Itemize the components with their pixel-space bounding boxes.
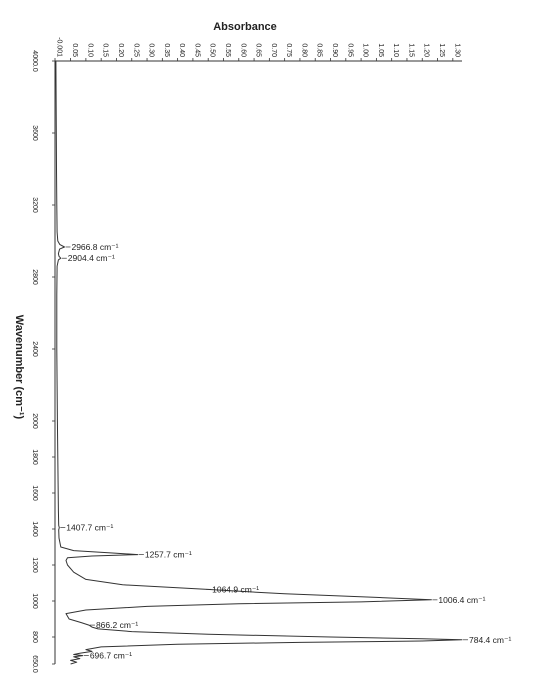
y-tick-label: 3600 [31,125,38,141]
x-tick-label: 0.95 [346,43,353,57]
x-axis-title: Absorbance [213,21,277,33]
chart-axes [54,60,462,664]
x-tick-label: 0.15 [102,43,109,57]
y-tick-label: 4000.0 [31,50,38,72]
y-tick-label: 3200 [31,197,38,213]
y-tick-label: 800 [31,631,38,643]
x-tick-label: 0.20 [117,43,124,57]
y-tick-label: 1400 [31,521,38,537]
peak-label: 1064.9 cm⁻¹ [212,584,259,594]
x-tick-label: 0.25 [132,43,139,57]
peak-label: 1257.7 cm⁻¹ [145,550,192,560]
x-tick-label: 0.35 [163,43,170,57]
y-tick-label: 1600 [31,485,38,501]
x-tick-label: 1.00 [362,43,369,57]
x-tick-label: 1.05 [377,43,384,57]
peak-label: 2904.4 cm⁻¹ [68,253,115,263]
x-tick-label: 0.60 [239,43,246,57]
x-tick-label: 0.75 [285,43,292,57]
x-tick-label: 1.30 [453,43,460,57]
peak-label: 1006.4 cm⁻¹ [438,595,485,605]
x-tick-label: 0.80 [300,43,307,57]
x-tick-label: 1.20 [423,43,430,57]
x-tick-label: 0.65 [255,43,262,57]
y-tick-label: 2400 [31,341,38,357]
y-tick-label: 1000 [31,593,38,609]
x-tick-label: -0.001 [56,37,63,57]
wavenumber-ticks: 4000.0 3600 3200 2800 2400 2000 1800 1600 1400 12… [31,50,55,673]
x-tick-label: 0.05 [71,43,78,57]
x-tick-label: 0.45 [193,43,200,57]
x-tick-label: 0.85 [316,43,323,57]
x-tick-label: 1.10 [392,43,399,57]
x-tick-label: 0.50 [209,43,216,57]
y-axis-title: Wavenumber (cm⁻¹) [13,315,25,420]
y-tick-label: 2000 [31,413,38,429]
absorbance-ticks: -0.001 0.05 0.10 0.15 0.20 0.25 0.30 0.35 0.40 0.… [54,37,460,61]
peak-label: 1407.7 cm⁻¹ [66,523,113,533]
x-tick-label: 0.10 [86,43,93,57]
x-tick-label: 1.25 [438,43,445,57]
y-tick-label: 1800 [31,449,38,465]
x-tick-label: 0.30 [148,43,155,57]
y-tick-label: 650.0 [31,655,38,673]
y-tick-label: 1200 [31,557,38,573]
x-tick-label: 0.70 [270,43,277,57]
x-tick-label: 0.55 [224,43,231,57]
peak-label: 784.4 cm⁻¹ [469,635,511,645]
spectrum-line [55,60,463,665]
x-tick-label: 0.90 [331,43,338,57]
y-tick-label: 2800 [31,269,38,285]
x-tick-label: 0.40 [178,43,185,57]
spectrum-series [55,60,463,665]
peak-label: 2966.8 cm⁻¹ [71,242,118,252]
peak-label: 866.2 cm⁻¹ [96,620,138,630]
peak-label: 696.7 cm⁻¹ [90,651,132,661]
x-tick-label: 1.15 [407,43,414,57]
